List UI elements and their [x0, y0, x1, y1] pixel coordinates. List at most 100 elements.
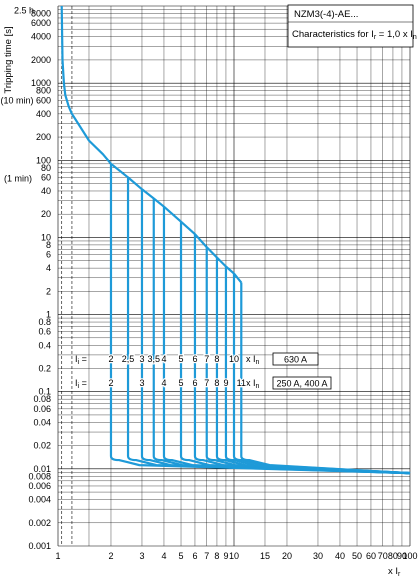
- short-circuit-curve: [109, 163, 411, 475]
- y-tick-label: 0.1: [38, 387, 51, 397]
- x-tick-label: 7: [204, 551, 209, 561]
- chart-title: NZM3(-4)-AE...: [294, 9, 358, 20]
- y-tick-label: 0.002: [28, 518, 51, 528]
- short-circuit-curve: [232, 273, 411, 475]
- row2-rating-box: [272, 376, 332, 390]
- short-circuit-curve: [193, 234, 411, 475]
- x-tick-label: 3: [139, 551, 144, 561]
- short-circuit-curve: [152, 198, 411, 475]
- y-tick-label: 4000: [31, 32, 51, 42]
- y-tick-label: 1: [46, 310, 51, 320]
- y-tick-label: 0.006: [28, 481, 51, 491]
- reference-dashes: [61, 6, 73, 546]
- chart-subtitle: Characteristics for Ir = 1,0 x In: [292, 29, 417, 41]
- y-tick-label: 1000: [31, 78, 51, 88]
- y-tick-label: 0.6: [38, 327, 51, 337]
- setting-value: 3,5: [147, 354, 160, 364]
- y-tick-label: 60: [41, 172, 51, 182]
- row1-unit: x In: [246, 354, 260, 366]
- short-circuit-curve: [240, 282, 411, 475]
- y-tick-label: 0.01: [33, 464, 51, 474]
- y-tick-label: 0.02: [33, 441, 51, 451]
- x-tick-label: 80: [388, 551, 398, 561]
- y-tick-label: 8000: [31, 8, 51, 18]
- row1-rating: 630 A: [284, 355, 307, 365]
- setting-value: 6: [192, 378, 197, 388]
- x-tick-label: 2: [108, 551, 113, 561]
- y-tick-label: 0.06: [33, 404, 51, 414]
- setting-value: 2,5: [122, 354, 135, 364]
- x-tick-label: 60: [366, 551, 376, 561]
- y-tick-label: 0.008: [28, 471, 51, 481]
- setting-value: 8: [214, 354, 219, 364]
- x-tick-label: 20: [282, 551, 292, 561]
- setting-value: 5: [179, 354, 184, 364]
- y-tick-label: 0.004: [28, 495, 51, 505]
- x-tick-label: 15: [260, 551, 270, 561]
- setting-value: 3: [139, 378, 144, 388]
- y-tick-label: 20: [41, 209, 51, 219]
- x-tick-label: 6: [192, 551, 197, 561]
- y-tick-label: (10 min) 600: [0, 95, 51, 105]
- short-circuit-curve: [224, 266, 411, 475]
- setting-value: 4: [161, 354, 166, 364]
- y-tick-label: 200: [36, 132, 51, 142]
- short-circuit-curve: [205, 247, 411, 475]
- x-tick-label: 40: [335, 551, 345, 561]
- y-tick-label: 6000: [31, 18, 51, 28]
- y-tick-label: 6: [46, 250, 51, 260]
- x-tick-label: 9: [223, 551, 228, 561]
- y-tick-label: 2000: [31, 55, 51, 65]
- row2-unit: x In: [246, 378, 260, 390]
- y-tick-label: 400: [36, 109, 51, 119]
- y-extra-label: 2.5 h: [14, 6, 34, 16]
- y-tick-label: 2: [46, 286, 51, 296]
- setting-value: 2: [108, 354, 113, 364]
- short-circuit-curve: [179, 221, 411, 475]
- x-axis-label: x Ir: [388, 566, 401, 578]
- y-tick-label: 8: [46, 240, 51, 250]
- setting-value: 11: [237, 378, 246, 388]
- short-circuit-curve: [215, 257, 411, 475]
- y-tick-label: 10: [41, 232, 51, 242]
- y-tick-label: 0.001: [28, 541, 51, 551]
- y-tick-label: 4: [46, 263, 51, 273]
- x-tick-label: 8: [214, 551, 219, 561]
- x-tick-label: 5: [179, 551, 184, 561]
- x-tick-label: 10: [229, 551, 239, 561]
- y-tick-label: 0.4: [38, 340, 51, 350]
- setting-value: 9: [223, 378, 228, 388]
- y-extra-label: (1 min): [4, 173, 32, 183]
- x-tick-label: 1: [55, 551, 60, 561]
- row2-label: Ii =: [75, 378, 87, 390]
- x-tick-label: 50: [352, 551, 362, 561]
- y-tick-label: 0.08: [33, 394, 51, 404]
- x-tick-label: 30: [313, 551, 323, 561]
- short-circuit-curve: [140, 189, 411, 475]
- curves: [60, 5, 411, 475]
- x-tick-label: 90: [397, 551, 407, 561]
- setting-value: 3: [139, 354, 144, 364]
- y-tick-label: 0.8: [38, 317, 51, 327]
- setting-value: 10: [229, 354, 239, 364]
- y-tick-label: 0.04: [33, 417, 51, 427]
- setting-value: 2: [108, 378, 113, 388]
- setting-value: 5: [179, 378, 184, 388]
- x-tick-label: 100: [402, 551, 417, 561]
- setting-value: 7: [204, 354, 209, 364]
- setting-value: 6: [192, 354, 197, 364]
- setting-value: 8: [214, 378, 219, 388]
- y-tick-label: 0.2: [38, 363, 51, 373]
- row1-label: Ii =: [75, 354, 87, 366]
- setting-row-630a: Ii = x In 630 A 2 2,5 3 3,5 4 5 6 7 8 10: [75, 352, 319, 366]
- y-tick-label: 40: [41, 186, 51, 196]
- setting-row-250a-400a: Ii = x In 250 A, 400 A 2 3 4 5 6 7 8 9 11: [75, 376, 332, 390]
- y-tick-label: 80: [41, 163, 51, 173]
- x-tick-label: 70: [378, 551, 388, 561]
- row1-rating-box: [272, 352, 319, 366]
- setting-value: 7: [204, 378, 209, 388]
- short-circuit-curve: [162, 206, 411, 475]
- setting-value: 4: [161, 378, 166, 388]
